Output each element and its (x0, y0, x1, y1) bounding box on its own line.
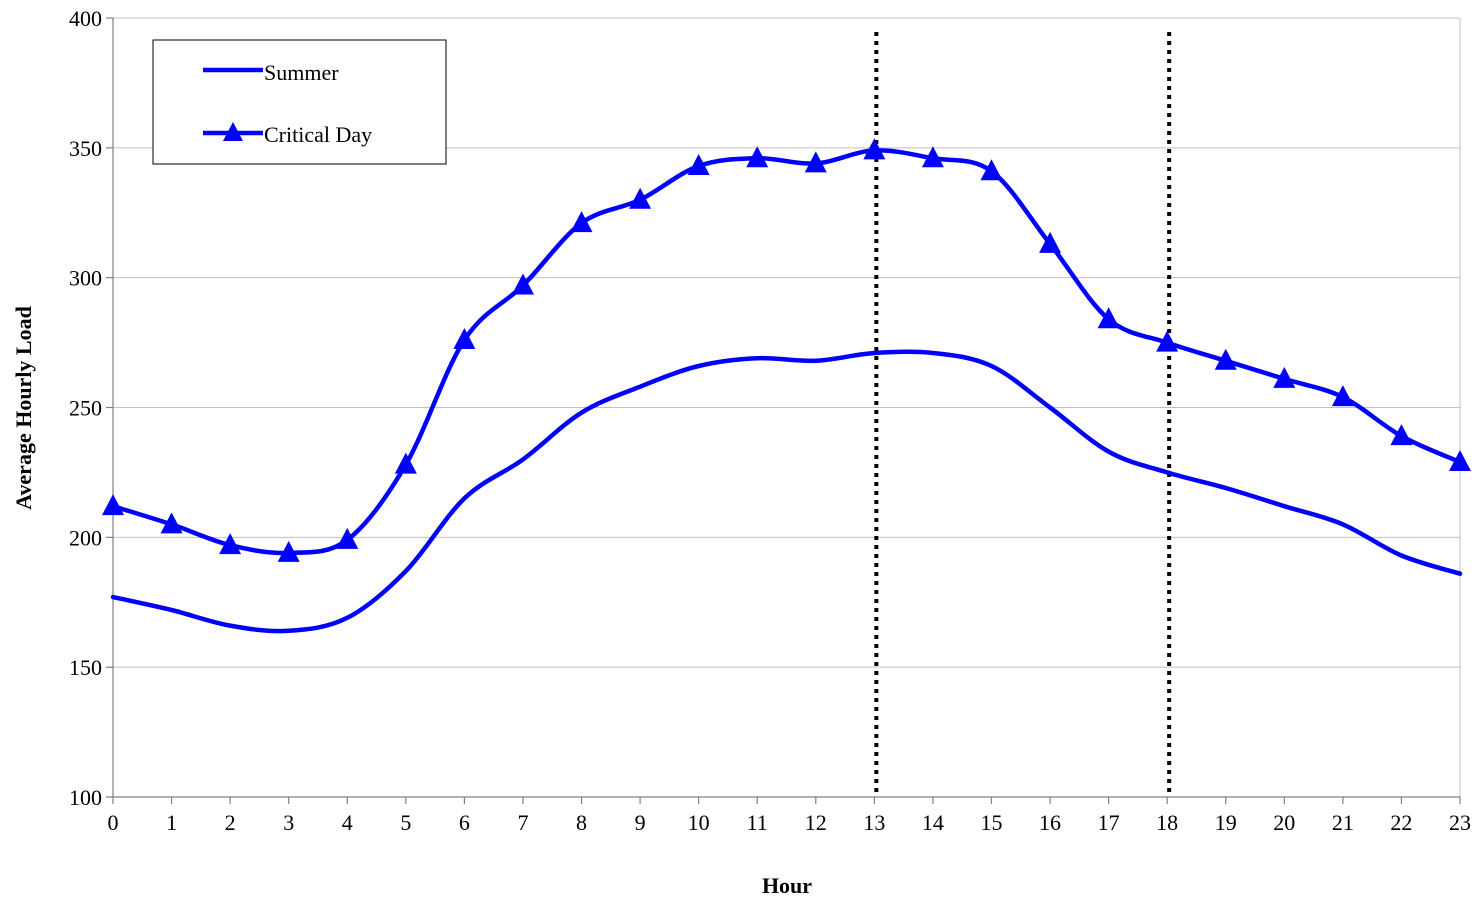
data-point-critical-day (394, 452, 417, 474)
data-point-critical-day (629, 187, 652, 209)
x-tick-label: 22 (1390, 810, 1412, 835)
legend-summer-label: Summer (264, 60, 339, 85)
y-tick-label: 100 (69, 785, 102, 810)
x-tick-label: 2 (225, 810, 236, 835)
y-tick-label: 200 (69, 525, 102, 550)
x-tick-label: 23 (1449, 810, 1471, 835)
data-point-critical-day (1156, 330, 1179, 352)
x-tick-label: 8 (576, 810, 587, 835)
series (102, 138, 1471, 634)
x-tick-label: 10 (688, 810, 710, 835)
data-point-critical-day (1449, 450, 1471, 472)
x-tick-label: 15 (980, 810, 1002, 835)
data-point-critical-day (570, 211, 593, 233)
x-tick-label: 20 (1273, 810, 1295, 835)
data-point-critical-day (219, 533, 242, 555)
y-axis-title: Average Hourly Load (11, 306, 36, 510)
x-tick-label: 11 (747, 810, 768, 835)
x-tick-label: 14 (922, 810, 944, 835)
legend-critical-marker (223, 122, 243, 141)
data-point-critical-day (1390, 424, 1413, 446)
data-point-critical-day (1331, 385, 1354, 407)
x-tick-label: 7 (517, 810, 528, 835)
x-tick-label: 9 (635, 810, 646, 835)
y-tick-label: 350 (69, 136, 102, 161)
data-point-critical-day (1097, 307, 1120, 329)
series-line-critical-day (110, 148, 1463, 556)
data-point-critical-day (804, 151, 827, 173)
x-tick-label: 3 (283, 810, 294, 835)
data-point-critical-day (1214, 348, 1237, 370)
y-tick-label: 250 (69, 396, 102, 421)
x-axis-title: Hour (762, 873, 812, 898)
data-point-critical-day (980, 159, 1003, 181)
data-point-critical-day (160, 512, 183, 534)
x-tick-label: 1 (166, 810, 177, 835)
data-point-critical-day (336, 527, 359, 549)
data-point-critical-day (102, 494, 124, 516)
x-tick-label: 0 (108, 810, 119, 835)
y-tick-label: 400 (69, 6, 102, 31)
x-tick-label: 18 (1156, 810, 1178, 835)
y-tick-label: 150 (69, 655, 102, 680)
x-tick-label: 17 (1098, 810, 1120, 835)
data-point-critical-day (921, 146, 944, 168)
x-tick-label: 4 (342, 810, 353, 835)
data-point-critical-day (453, 327, 476, 349)
legend-box (152, 39, 447, 165)
data-point-critical-day (511, 273, 534, 295)
x-tick-label: 6 (459, 810, 470, 835)
data-point-critical-day (687, 154, 710, 176)
y-tick-label: 300 (69, 266, 102, 291)
x-tick-label: 21 (1332, 810, 1354, 835)
series-line-summer (110, 349, 1463, 634)
x-tick-label: 19 (1215, 810, 1237, 835)
data-point-critical-day (863, 138, 886, 160)
reference-lines (874, 32, 1172, 797)
data-point-critical-day (746, 146, 769, 168)
x-tick-label: 12 (805, 810, 827, 835)
data-point-critical-day (277, 540, 300, 562)
data-point-critical-day (1273, 366, 1296, 388)
x-tick-label: 16 (1039, 810, 1061, 835)
data-point-critical-day (1039, 231, 1062, 253)
legend-critical-label: Critical Day (264, 122, 372, 147)
legend: Summer Critical Day (152, 39, 447, 165)
x-tick-label: 13 (863, 810, 885, 835)
x-tick-label: 5 (400, 810, 411, 835)
